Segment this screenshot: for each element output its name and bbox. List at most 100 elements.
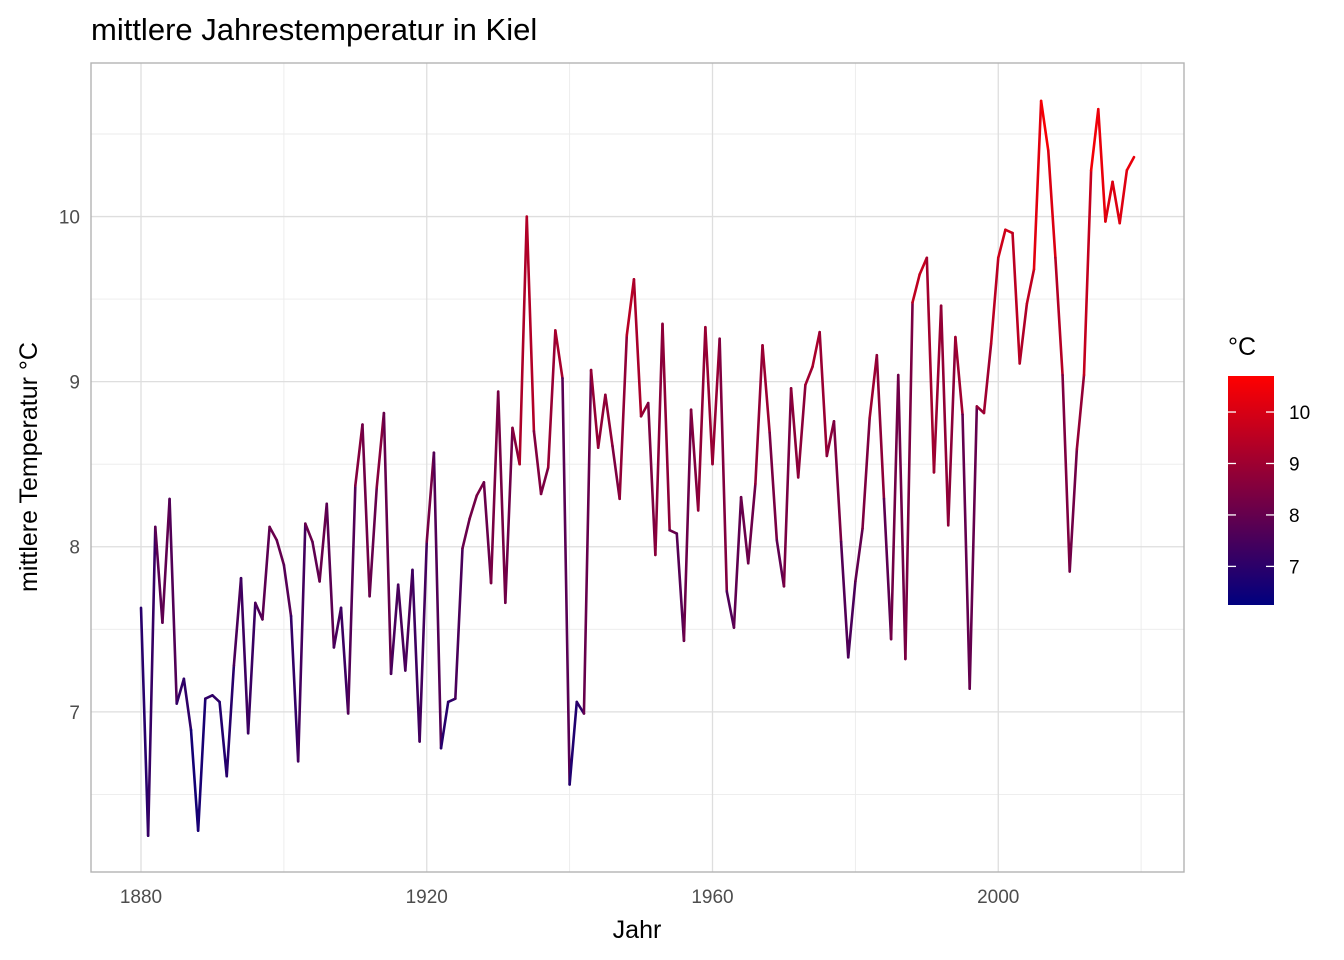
line-segment bbox=[868, 353, 879, 420]
line-segment bbox=[254, 601, 264, 621]
line-segment bbox=[461, 517, 471, 550]
line-segment bbox=[818, 330, 829, 458]
line-segment bbox=[354, 423, 364, 487]
line-segment bbox=[768, 431, 779, 542]
line-segment bbox=[211, 694, 221, 704]
y-axis-title: mittlere Temperatur °C bbox=[15, 342, 43, 592]
line-segment bbox=[275, 538, 286, 567]
line-segment bbox=[518, 215, 529, 466]
line-segment bbox=[704, 325, 714, 466]
line-segment bbox=[904, 301, 914, 661]
line-segment bbox=[1004, 228, 1014, 235]
line-segment bbox=[1025, 268, 1036, 306]
line-segment bbox=[911, 273, 921, 304]
line-segment bbox=[718, 337, 729, 593]
line-segment bbox=[1075, 373, 1086, 451]
line-segment bbox=[554, 329, 564, 380]
line-segment bbox=[711, 337, 721, 466]
line-segment bbox=[282, 563, 293, 618]
line-segment bbox=[854, 527, 864, 583]
line-segment bbox=[604, 393, 614, 448]
line-segment bbox=[896, 373, 907, 661]
line-segment bbox=[396, 583, 407, 672]
line-segment bbox=[1111, 180, 1122, 225]
grid-minor bbox=[91, 63, 1184, 872]
line-segment bbox=[961, 413, 971, 691]
line-segment bbox=[175, 677, 186, 705]
legend: °C 10 9 8 7 bbox=[1228, 333, 1310, 605]
line-segment bbox=[889, 373, 900, 641]
line-segment bbox=[304, 522, 314, 544]
line-segment bbox=[732, 495, 743, 629]
line-segment bbox=[939, 304, 950, 527]
line-segment bbox=[346, 484, 357, 715]
legend-label: 8 bbox=[1289, 506, 1300, 527]
line-segment bbox=[361, 423, 371, 598]
line-segment bbox=[646, 401, 657, 557]
line-segment bbox=[225, 664, 236, 778]
line-segment bbox=[1018, 302, 1029, 365]
line-segment bbox=[1096, 107, 1107, 223]
x-axis: 1880 1920 1960 2000 bbox=[120, 887, 1020, 908]
line-segment bbox=[139, 606, 150, 837]
line-segment bbox=[632, 277, 643, 418]
line-segment bbox=[296, 522, 307, 763]
line-segment bbox=[389, 583, 400, 676]
line-segment bbox=[439, 700, 450, 750]
line-segment bbox=[989, 256, 1000, 345]
line-segment bbox=[1061, 373, 1071, 573]
line-segment bbox=[682, 408, 693, 643]
legend-label: 7 bbox=[1289, 557, 1300, 578]
line-segment bbox=[218, 700, 229, 778]
line-segment bbox=[589, 368, 600, 449]
line-segment bbox=[153, 525, 164, 624]
line-segment bbox=[368, 486, 379, 598]
line-segment bbox=[539, 466, 550, 496]
x-tick-label: 1880 bbox=[120, 887, 162, 908]
line-segment bbox=[968, 405, 979, 691]
line-segment bbox=[568, 700, 579, 786]
line-segment bbox=[482, 481, 493, 585]
line-segment bbox=[654, 322, 664, 557]
line-segment bbox=[561, 377, 571, 786]
line-segment bbox=[1082, 169, 1093, 377]
line-segment bbox=[454, 547, 464, 700]
line-segment bbox=[661, 322, 671, 532]
line-segment bbox=[625, 277, 636, 337]
line-segment bbox=[725, 590, 736, 629]
grid-major bbox=[91, 63, 1184, 872]
line-segment bbox=[582, 368, 593, 715]
line-segment bbox=[325, 502, 336, 649]
line-segment bbox=[1089, 107, 1100, 172]
y-tick-label: 8 bbox=[69, 538, 80, 559]
line-segment bbox=[804, 365, 814, 387]
line-segment bbox=[532, 429, 543, 496]
line-segment bbox=[318, 502, 329, 583]
x-axis-title: Jahr bbox=[613, 916, 662, 944]
line-segment bbox=[289, 614, 300, 763]
line-segment bbox=[332, 606, 343, 649]
line-segment bbox=[882, 497, 893, 641]
line-segment bbox=[268, 525, 279, 542]
line-segment bbox=[525, 215, 536, 433]
line-segment bbox=[182, 677, 193, 732]
line-segment bbox=[1118, 169, 1129, 225]
line-segment bbox=[689, 408, 700, 512]
line-segment bbox=[675, 532, 686, 643]
line-segment bbox=[875, 353, 886, 501]
line-segment bbox=[746, 482, 757, 565]
line-segment bbox=[418, 540, 429, 743]
line-segment bbox=[511, 426, 521, 466]
line-segment bbox=[825, 419, 836, 458]
line-segment bbox=[754, 344, 764, 486]
legend-colorbar bbox=[1228, 376, 1274, 605]
x-tick-label: 1920 bbox=[406, 887, 448, 908]
line-segment bbox=[761, 344, 771, 435]
chart-title: mittlere Jahrestemperatur in Kiel bbox=[91, 12, 537, 47]
line-segment bbox=[1011, 231, 1021, 365]
line-segment bbox=[382, 411, 393, 676]
line-segment bbox=[432, 451, 443, 750]
line-segment bbox=[996, 228, 1007, 260]
line-segment bbox=[261, 525, 271, 621]
